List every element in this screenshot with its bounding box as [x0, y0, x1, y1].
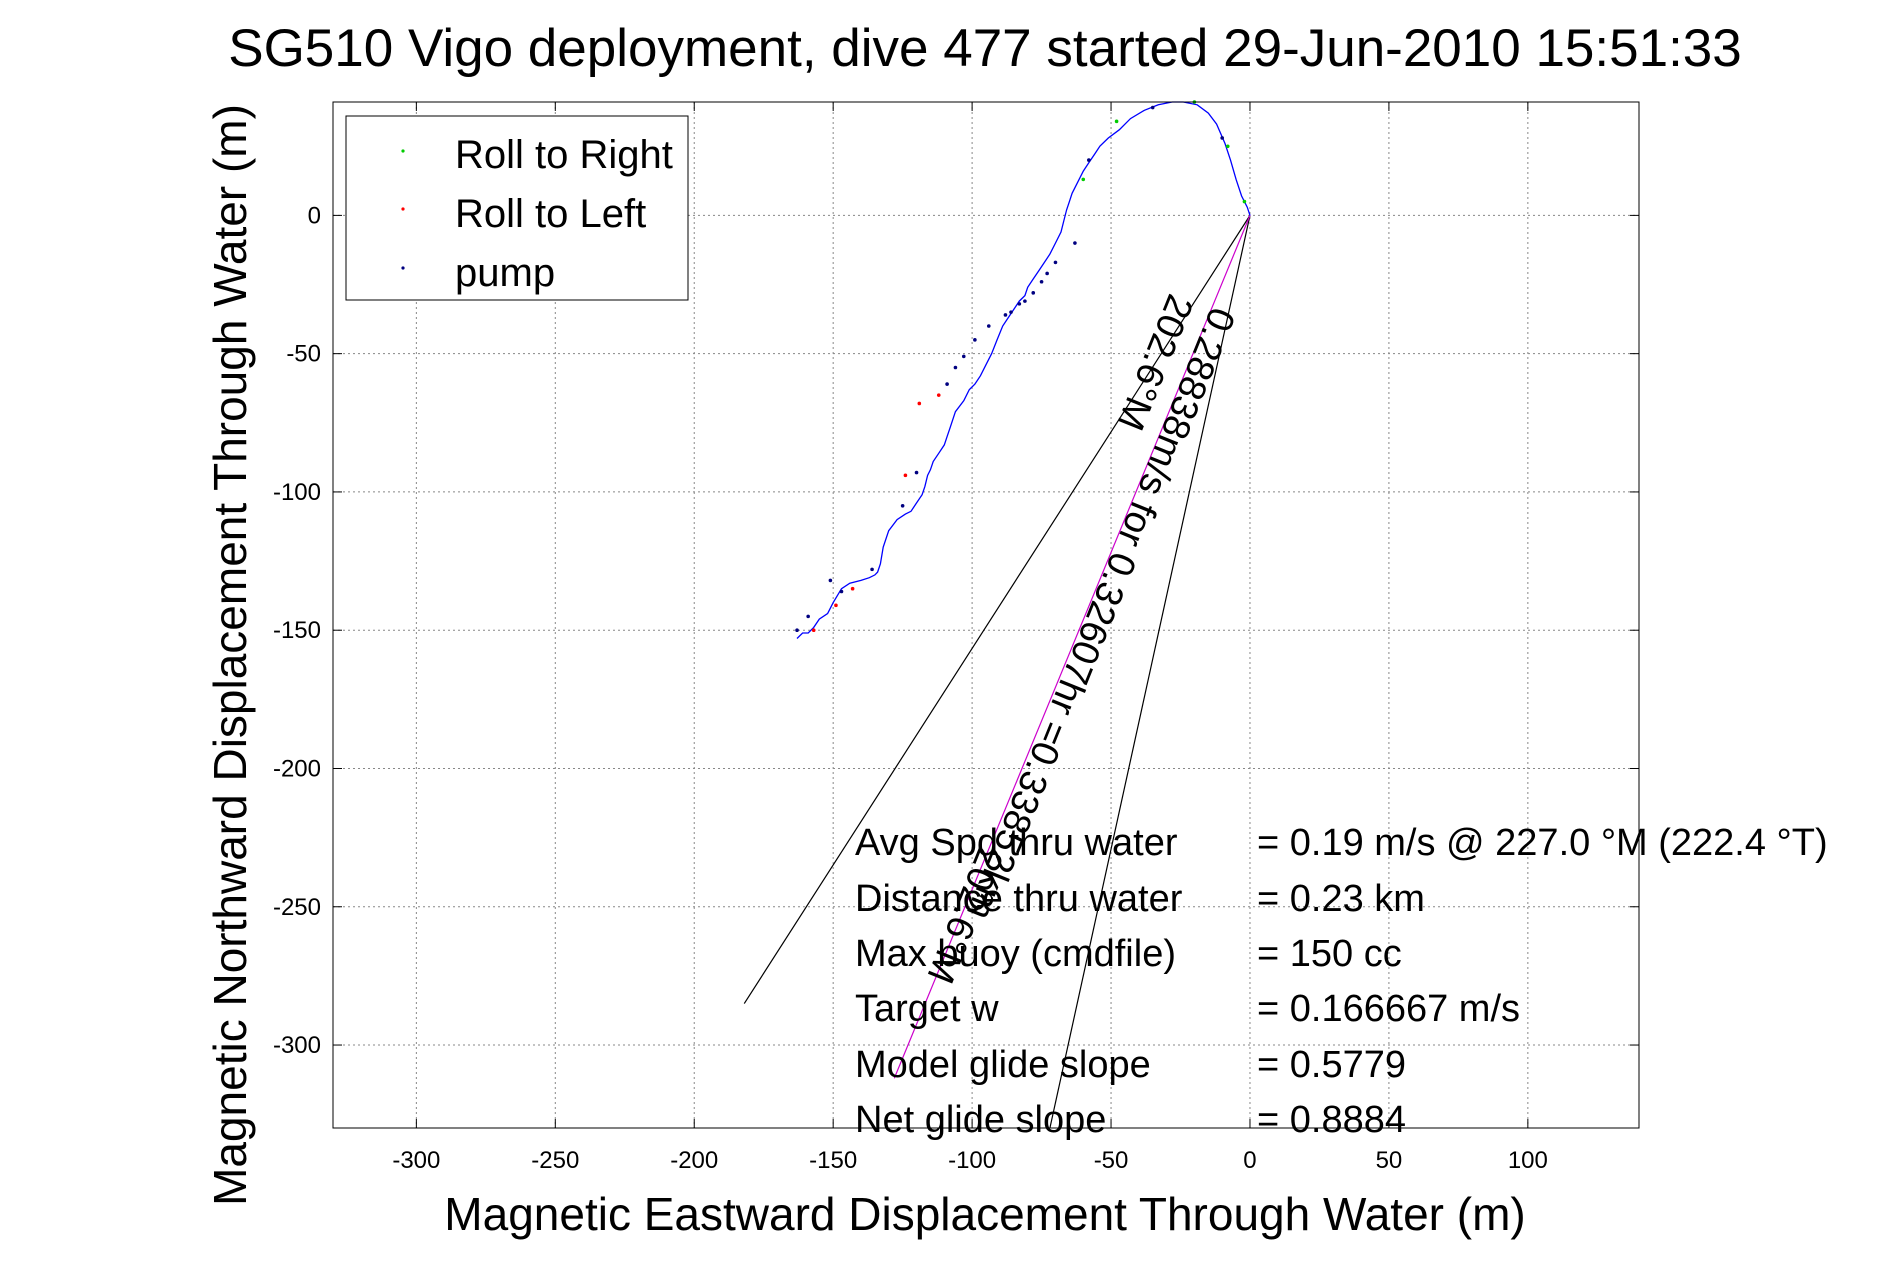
stat-value-avg-speed: = 0.19 m/s @ 227.0 °M (222.4 °T) [1257, 822, 1828, 864]
pump-marker [1009, 310, 1013, 314]
stat-value-max-buoy: = 150 cc [1257, 933, 1402, 975]
pump-marker [1023, 299, 1027, 303]
y-tick-label: -300 [273, 1032, 321, 1059]
pump-marker [795, 628, 799, 633]
x-tick-label: 0 [1243, 1147, 1256, 1174]
chart-title: SG510 Vigo deployment, dive 477 started … [228, 19, 1742, 78]
roll-left-marker [903, 473, 908, 478]
stat-label-distance: Distance thru water [855, 878, 1183, 920]
roll-left-marker [834, 603, 838, 608]
stat-value-target-w: = 0.166667 m/s [1257, 988, 1520, 1030]
pump-marker [1073, 241, 1077, 245]
stat-value-distance: = 0.23 km [1257, 878, 1425, 920]
y-tick-label: -50 [286, 341, 321, 368]
stat-value-net-glide-slope: = 0.8884 [1257, 1099, 1406, 1141]
roll-left-marker [850, 586, 855, 591]
y-tick-label: 0 [308, 202, 321, 229]
axis-ticks: -300 -250 -200 -150 -100 -50 0 50 100 -300 -250 -20… [273, 102, 1639, 1174]
legend-label-pump: pump [455, 251, 555, 295]
x-tick-label: -150 [809, 1147, 857, 1174]
roll-right-marker [1081, 177, 1086, 182]
pump-marker [839, 589, 844, 594]
pump-marker [828, 578, 833, 583]
x-tick-label: 100 [1508, 1147, 1548, 1174]
stat-label-target-w: Target w [855, 988, 999, 1030]
legend-marker-roll-left [401, 207, 405, 211]
stat-value-model-glide-slope: = 0.5779 [1257, 1044, 1406, 1086]
pump-marker [1039, 279, 1044, 284]
pump-marker [1031, 291, 1036, 295]
pump-marker [914, 470, 919, 475]
heading-line [743, 215, 1251, 1004]
roll-right-marker [1225, 144, 1230, 149]
dive-stats: Avg Spd thru water = 0.19 m/s @ 227.0 °M… [855, 822, 1828, 1141]
pump-marker [1045, 271, 1049, 276]
x-tick-label: -250 [531, 1147, 579, 1174]
y-tick-label: -150 [273, 617, 321, 644]
pump-marker [900, 503, 905, 508]
pump-marker [961, 354, 966, 359]
legend: Roll to Right Roll to Left pump [345, 115, 689, 301]
y-tick-label: -250 [273, 894, 321, 921]
roll-left-marker [811, 628, 816, 633]
pump-marker [973, 338, 977, 342]
roll-right-marker [1114, 119, 1119, 124]
glider-track [796, 101, 1251, 639]
legend-marker-pump [401, 266, 405, 270]
pump-marker [1087, 158, 1091, 162]
pump-marker [945, 382, 949, 386]
plot-frame [332, 101, 1640, 1129]
x-tick-label: -200 [670, 1147, 718, 1174]
x-tick-label: -50 [1094, 1147, 1129, 1174]
stat-label-avg-speed: Avg Spd thru water [855, 822, 1178, 864]
heading-line [1049, 215, 1251, 1129]
pump-marker [1003, 313, 1008, 317]
legend-marker-roll-right [401, 149, 405, 153]
stat-label-model-glide-slope: Model glide slope [855, 1044, 1151, 1086]
x-tick-label: 50 [1376, 1147, 1403, 1174]
roll-left-marker [917, 401, 922, 406]
net-displacement-line [893, 215, 1251, 1079]
pump-marker [1053, 260, 1058, 265]
pump-marker [806, 614, 810, 619]
pump-marker [953, 365, 958, 370]
roll-right-marker [1242, 199, 1247, 204]
legend-label-roll-right: Roll to Right [455, 133, 673, 177]
pump-marker [1150, 105, 1155, 110]
x-axis-label: Magnetic Eastward Displacement Through W… [444, 1188, 1525, 1240]
roll-left-marker [936, 393, 941, 397]
stat-label-max-buoy: Max buoy (cmdfile) [855, 933, 1176, 975]
x-tick-label: -300 [392, 1147, 440, 1174]
y-axis-label: Magnetic Northward Displacement Through … [204, 104, 256, 1206]
plot-data [743, 100, 1251, 1129]
y-tick-label: -200 [273, 755, 321, 782]
legend-label-roll-left: Roll to Left [455, 192, 646, 236]
y-tick-label: -100 [273, 479, 321, 506]
pump-marker [986, 324, 991, 328]
x-tick-label: -100 [948, 1147, 996, 1174]
stat-label-net-glide-slope: Net glide slope [855, 1099, 1106, 1141]
pump-marker [1220, 136, 1224, 140]
pump-marker [870, 567, 874, 572]
pump-marker [1017, 302, 1022, 306]
